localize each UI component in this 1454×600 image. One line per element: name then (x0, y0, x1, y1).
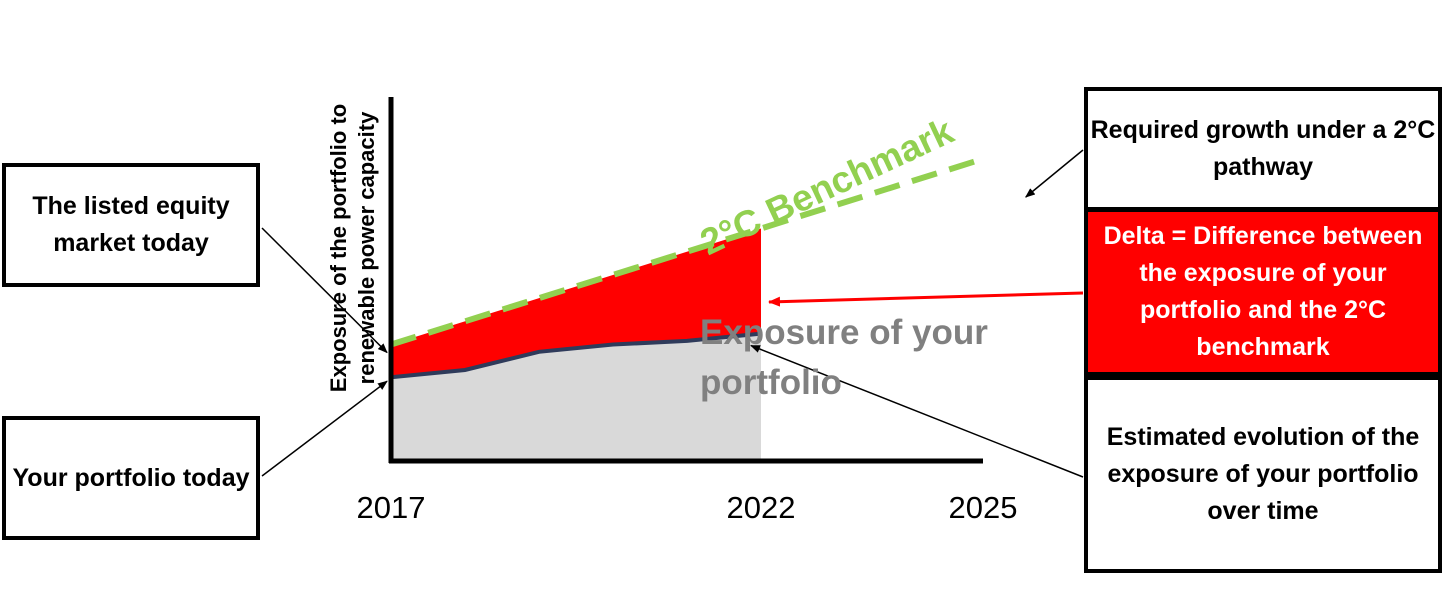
delta-arrow (768, 291, 1084, 307)
estimated-evolution-callout: Estimated evolution of the exposure of y… (1084, 376, 1442, 573)
portfolio-today-callout: Your portfolio today (2, 416, 260, 540)
portfolio-line (390, 331, 762, 380)
market-today-arrow (261, 227, 388, 354)
required-growth-text: Required growth under a 2°C pathway (1090, 116, 1436, 181)
market-today-text: The listed equity market today (32, 192, 230, 257)
portfolio-today-text: Your portfolio today (12, 463, 250, 492)
y-axis-label: Exposure of the portfolio to renewable p… (326, 103, 379, 393)
estimated-evolution-text: Estimated evolution of the exposure of y… (1106, 423, 1420, 525)
market-today-callout: The listed equity market today (2, 163, 260, 287)
estimated-evolution-arrow (750, 344, 1084, 478)
delta-text: Delta = Difference between the exposure … (1103, 222, 1423, 361)
x-tick-label: 2025 (948, 490, 1018, 525)
benchmark-line (390, 156, 984, 348)
portfolio-today-arrow (261, 380, 388, 477)
required-growth-callout: Required growth under a 2°C pathway (1084, 87, 1442, 211)
portfolio-exposure-label: Exposure of your portfolio (700, 313, 988, 402)
x-tick-label: 2022 (726, 490, 796, 525)
x-tick-label: 2017 (356, 490, 426, 525)
required-growth-arrow (1025, 149, 1084, 198)
delta-callout: Delta = Difference between the exposure … (1084, 208, 1442, 376)
